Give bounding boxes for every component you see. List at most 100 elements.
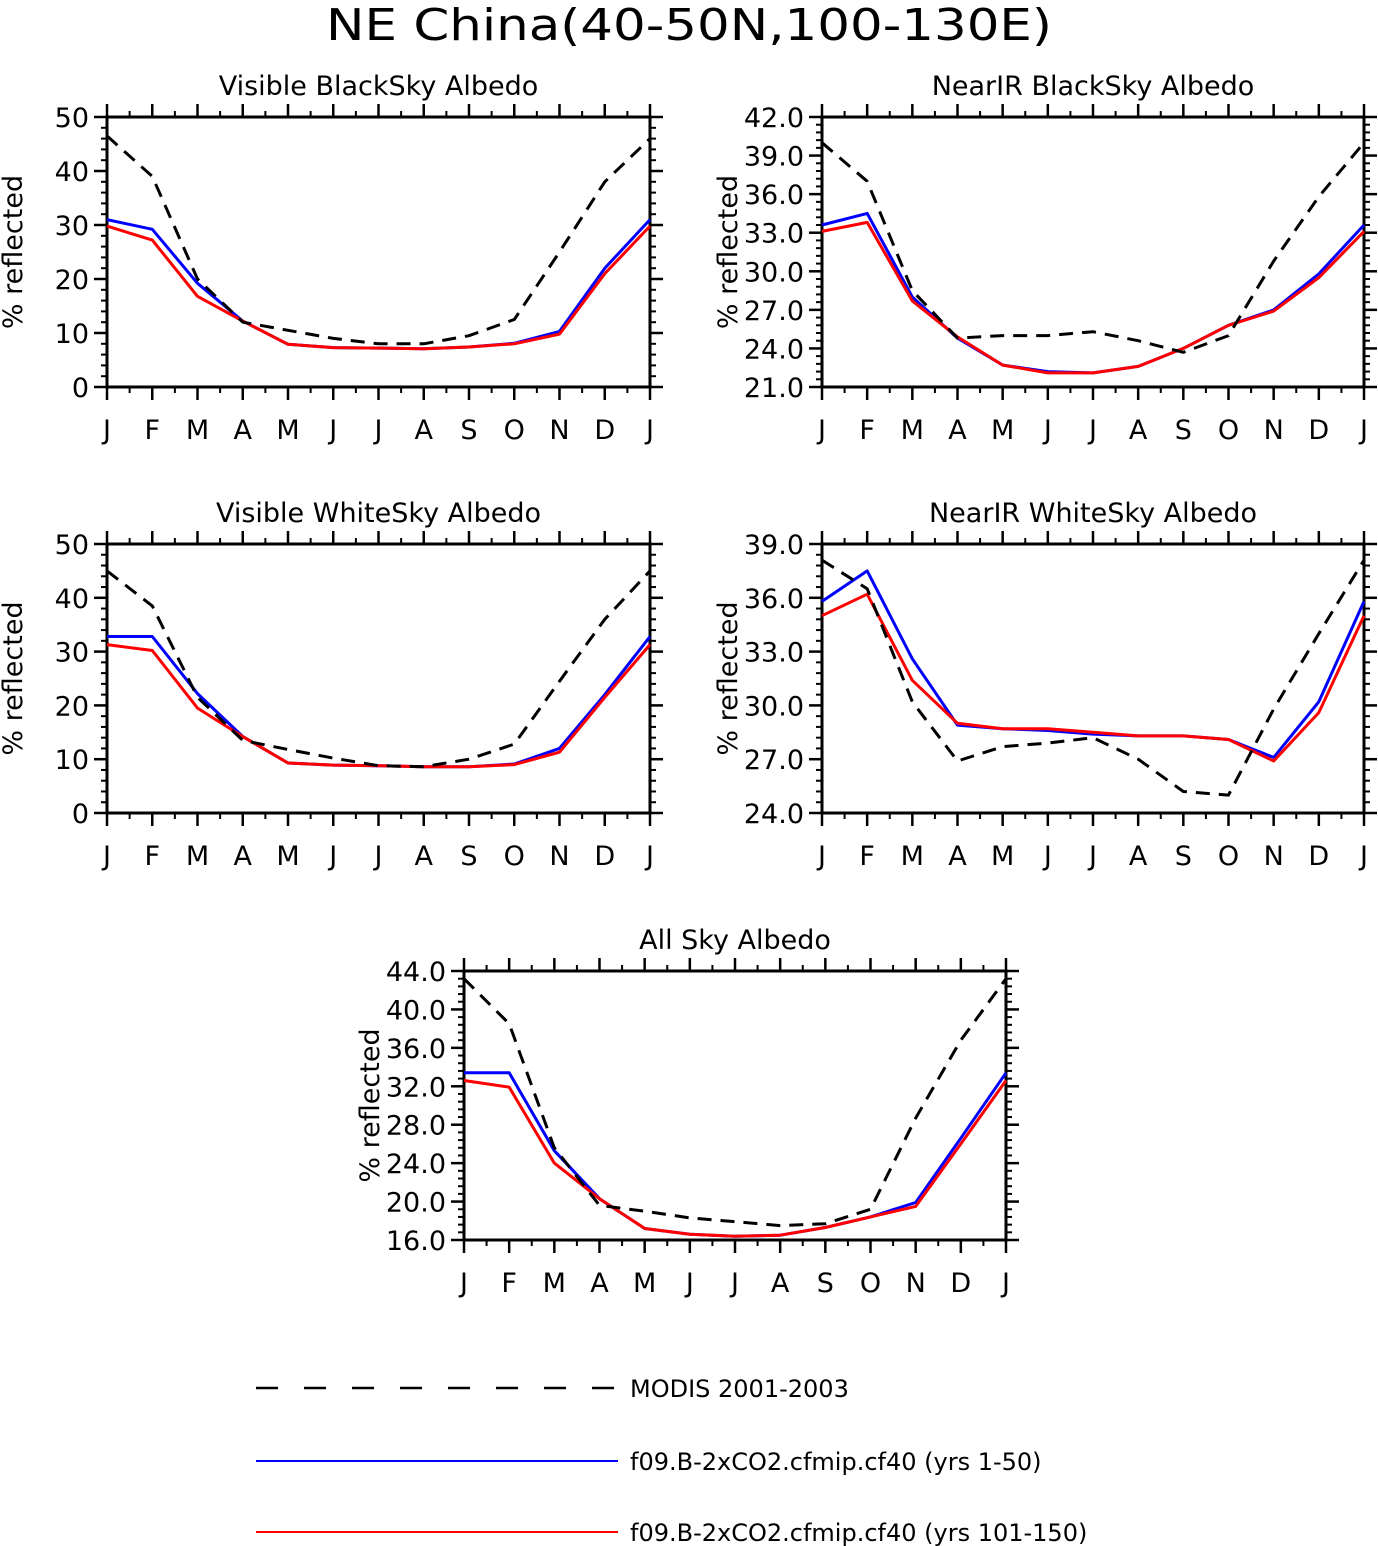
x-tick-label: M [276, 415, 299, 446]
y-tick-label: 28.0 [386, 1111, 446, 1142]
x-tick-label: J [1358, 841, 1368, 872]
x-tick-label: F [859, 841, 875, 872]
x-tick-label: S [817, 1268, 834, 1299]
x-tick-label: M [901, 415, 924, 446]
legend-label: f09.B-2xCO2.cfmip.cf40 (yrs 1-50) [630, 1448, 1042, 1476]
x-tick-label: J [644, 841, 654, 872]
series-line [106, 224, 652, 351]
y-tick-label: 50 [55, 103, 89, 134]
x-tick-label: A [415, 415, 434, 446]
x-tick-label: M [991, 841, 1014, 872]
x-tick-label: M [543, 1268, 566, 1299]
x-tick-label: A [415, 841, 434, 872]
x-tick-label: N [1264, 841, 1284, 872]
x-tick-label: J [644, 415, 654, 446]
x-tick-label: A [1129, 415, 1148, 446]
y-tick-label: 30.0 [744, 691, 804, 722]
y-tick-label: 24.0 [744, 799, 804, 830]
x-tick-label: O [860, 1268, 881, 1299]
x-tick-label: J [1000, 1268, 1010, 1299]
series-line [821, 211, 1366, 375]
y-tick-label: 39.0 [744, 142, 804, 173]
x-tick-label: D [594, 415, 615, 446]
x-tick-label: A [234, 841, 253, 872]
y-tick-label: 0 [72, 373, 89, 404]
x-tick-label: J [816, 841, 826, 872]
series-line [821, 592, 1366, 763]
x-tick-label: N [906, 1268, 926, 1299]
chart-title: All Sky Albedo [639, 925, 831, 956]
y-tick-label: 27.0 [744, 745, 804, 776]
x-tick-label: M [276, 841, 299, 872]
x-tick-label: F [144, 415, 160, 446]
x-tick-label: A [1129, 841, 1148, 872]
series-line [464, 1071, 1008, 1238]
chart-title: Visible WhiteSky Albedo [216, 498, 541, 529]
x-tick-label: D [950, 1268, 971, 1299]
y-tick-label: 40.0 [386, 995, 446, 1026]
y-axis-label: % reflected [355, 1028, 386, 1182]
x-tick-label: J [1087, 841, 1097, 872]
y-axis-label: % reflected [0, 175, 29, 329]
series-line [463, 1079, 1008, 1238]
y-tick-label: 10 [55, 745, 89, 776]
x-tick-label: D [1308, 415, 1329, 446]
x-tick-label: O [504, 415, 525, 446]
x-tick-label: M [901, 841, 924, 872]
y-axis-label: % reflected [713, 175, 744, 329]
x-tick-label: A [234, 415, 253, 446]
x-tick-label: D [594, 841, 615, 872]
plot-frame [462, 969, 1008, 1242]
series-line [821, 569, 1366, 759]
series-line [821, 141, 1366, 354]
y-tick-label: 20 [55, 691, 89, 722]
y-tick-label: 24.0 [386, 1149, 446, 1180]
y-tick-label: 32.0 [386, 1072, 446, 1103]
y-tick-label: 27.0 [744, 296, 804, 327]
x-tick-label: J [1042, 415, 1052, 446]
x-tick-label: A [948, 415, 967, 446]
y-tick-label: 10 [55, 319, 89, 350]
x-tick-label: D [1308, 841, 1329, 872]
y-tick-label: 0 [72, 799, 89, 830]
x-tick-label: J [816, 415, 826, 446]
x-tick-label: J [373, 415, 383, 446]
x-tick-label: J [101, 841, 111, 872]
x-tick-label: M [633, 1268, 656, 1299]
x-tick-label: J [373, 841, 383, 872]
y-tick-label: 50 [55, 530, 89, 561]
x-tick-label: A [771, 1268, 790, 1299]
y-tick-label: 33.0 [744, 219, 804, 250]
legend: MODIS 2001-2003 f09.B-2xCO2.cfmip.cf40 (y… [256, 1375, 1087, 1546]
chart-title: NearIR WhiteSky Albedo [929, 498, 1257, 529]
y-tick-label: 30 [55, 211, 89, 242]
y-tick-label: 44.0 [386, 957, 446, 988]
y-tick-label: 16.0 [386, 1226, 446, 1257]
x-tick-label: J [327, 841, 337, 872]
chart-title: Visible BlackSky Albedo [219, 71, 539, 102]
x-tick-label: M [186, 841, 209, 872]
x-tick-label: J [1358, 415, 1368, 446]
x-tick-label: J [327, 415, 337, 446]
x-tick-label: S [460, 841, 477, 872]
series-line [106, 569, 652, 769]
y-tick-label: 40 [55, 584, 89, 615]
x-tick-label: A [590, 1268, 609, 1299]
y-tick-label: 36.0 [744, 180, 804, 211]
legend-label: f09.B-2xCO2.cfmip.cf40 (yrs 101-150) [630, 1519, 1087, 1546]
x-tick-label: J [729, 1268, 739, 1299]
x-tick-label: F [859, 415, 875, 446]
x-tick-label: O [504, 841, 525, 872]
y-tick-label: 40 [55, 157, 89, 188]
legend-label: MODIS 2001-2003 [630, 1375, 849, 1403]
series-line [821, 558, 1366, 797]
x-tick-label: F [144, 841, 160, 872]
x-tick-label: J [101, 415, 111, 446]
y-tick-label: 20.0 [386, 1188, 446, 1219]
series-line [462, 977, 1008, 1228]
plot-frame [820, 115, 1366, 389]
y-tick-label: 30.0 [744, 257, 804, 288]
